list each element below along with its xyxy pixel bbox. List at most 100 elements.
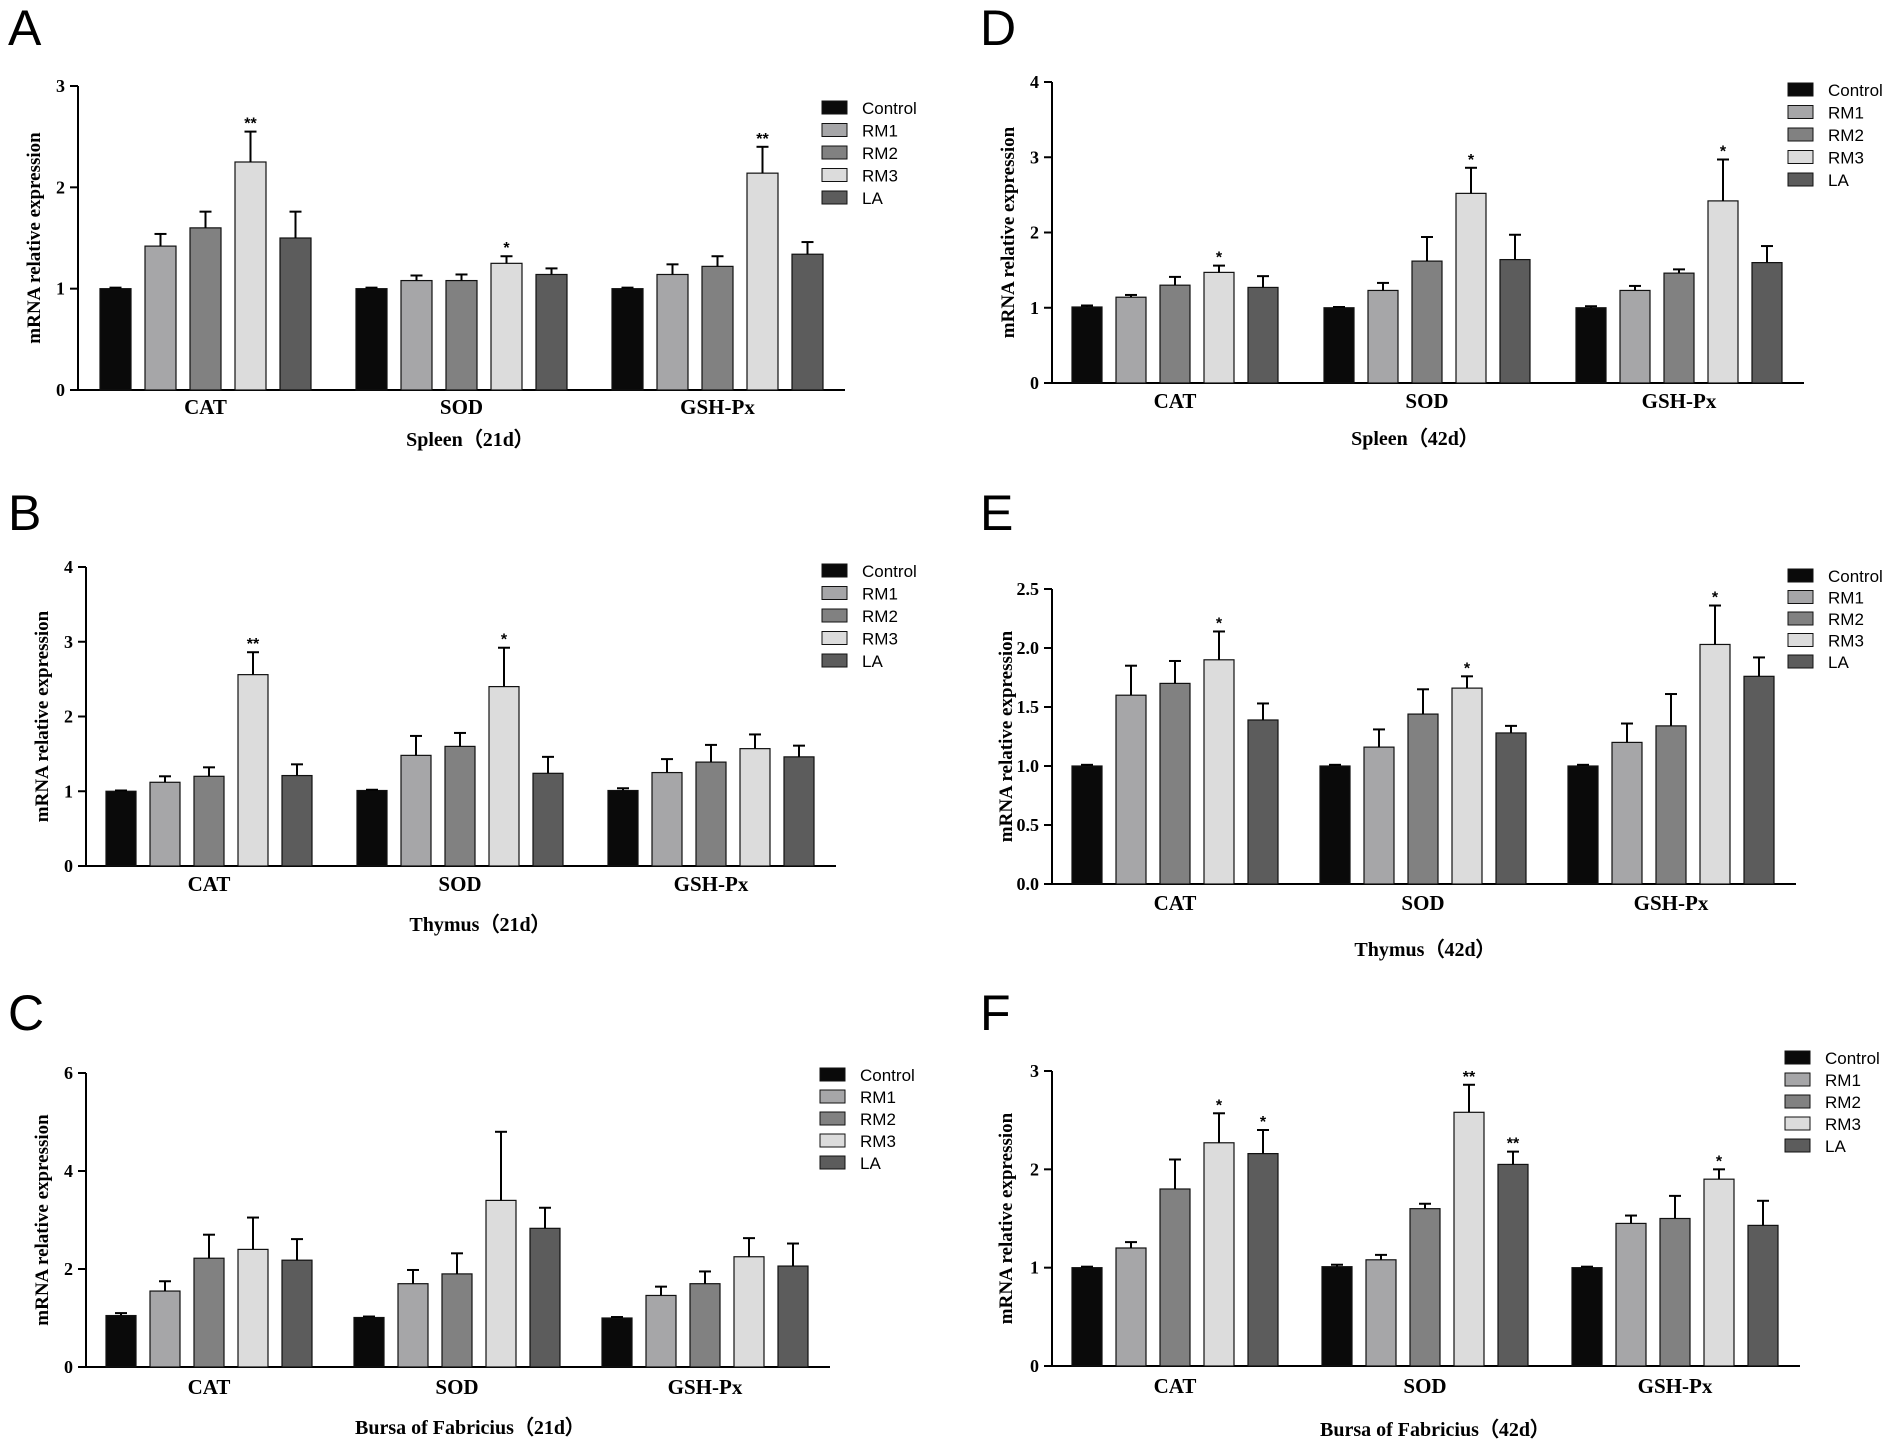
legend-label: Control xyxy=(862,562,917,581)
bar-la-cat xyxy=(1247,719,1279,885)
significance-mark: * xyxy=(503,240,510,257)
bar-rm3-gsh-px xyxy=(1699,643,1731,885)
bar-rm2-gsh-px xyxy=(695,761,727,867)
y-axis-label: mRNA relative expression xyxy=(24,132,45,344)
bar-la-cat xyxy=(279,237,312,391)
y-tick-label: 0 xyxy=(64,856,73,876)
legend-swatch-rm3 xyxy=(1787,150,1814,164)
legend-label: LA xyxy=(1825,1137,1846,1156)
legend-swatch-control xyxy=(1787,82,1814,97)
bar-la-sod xyxy=(535,273,568,391)
bar-rm1-sod xyxy=(1367,289,1399,384)
panel-letter: A xyxy=(8,0,42,56)
legend: Control RM1 RM2 RM3 LA xyxy=(1787,81,1883,190)
legend-swatch-rm2 xyxy=(1784,1094,1811,1109)
bar-rm1-sod xyxy=(400,279,433,391)
bar-control-cat xyxy=(105,790,137,867)
x-axis-label: Bursa of Fabricius（21d） xyxy=(355,1416,585,1439)
legend-swatch-rm3 xyxy=(1787,633,1814,647)
bar-rm1-cat xyxy=(144,245,177,391)
bar-la-gsh-px xyxy=(1743,675,1775,885)
significance-mark: ** xyxy=(247,636,260,653)
bar-la-gsh-px xyxy=(1751,262,1783,384)
bar-rm2-sod xyxy=(1411,260,1443,384)
panel-letter: D xyxy=(980,0,1016,56)
bar-rm3-gsh-px xyxy=(733,1256,765,1368)
x-axis-label: Bursa of Fabricius（42d） xyxy=(1320,1418,1550,1441)
y-tick-label: 4 xyxy=(64,1161,73,1181)
legend-label: Control xyxy=(1825,1049,1880,1068)
legend-label: LA xyxy=(862,189,883,208)
bar-rm1-gsh-px xyxy=(1615,1222,1647,1367)
bar-rm3-gsh-px xyxy=(746,172,779,391)
category-label: CAT xyxy=(1154,1374,1197,1398)
bar-control-sod xyxy=(1319,765,1351,885)
y-tick-label: 1.5 xyxy=(1017,697,1040,717)
bar-rm2-sod xyxy=(1409,1208,1441,1367)
legend-swatch-rm1 xyxy=(821,586,848,600)
bar-la-gsh-px xyxy=(1747,1224,1779,1367)
bar-rm3-sod xyxy=(490,262,523,391)
legend-label: LA xyxy=(1828,653,1849,672)
y-tick-label: 2 xyxy=(64,1259,73,1279)
y-tick-label: 1 xyxy=(56,279,65,299)
legend-label: RM3 xyxy=(862,167,898,186)
bar-control-gsh-px xyxy=(1575,307,1607,384)
bar-rm2-cat xyxy=(189,227,222,391)
panel-letter: F xyxy=(980,985,1011,1041)
bar-rm3-cat xyxy=(237,674,269,867)
bar-rm3-cat xyxy=(1203,271,1235,384)
legend-swatch-control xyxy=(1784,1050,1811,1065)
legend: Control RM1 RM2 RM3 LA xyxy=(821,562,917,671)
bar-control-sod xyxy=(1323,307,1355,384)
legend-label: LA xyxy=(1828,171,1849,190)
significance-mark: * xyxy=(1260,1114,1267,1131)
category-label: GSH-Px xyxy=(680,395,755,419)
bar-rm3-sod xyxy=(1455,192,1487,384)
y-tick-label: 0 xyxy=(1030,1356,1039,1376)
y-tick-label: 1 xyxy=(1030,298,1039,318)
legend-label: RM3 xyxy=(1825,1115,1861,1134)
significance-mark: * xyxy=(1712,590,1719,607)
bar-la-cat xyxy=(281,1259,313,1368)
significance-mark: ** xyxy=(1463,1069,1476,1086)
y-tick-label: 2.0 xyxy=(1017,638,1040,658)
legend-swatch-rm2 xyxy=(1787,127,1814,142)
legend-swatch-control xyxy=(821,563,848,578)
chart-panel-b: B 0 1 2 3 4 mRNA relative expression ** CAT * SOD G… xyxy=(8,485,917,936)
legend-swatch-rm1 xyxy=(819,1089,846,1104)
category-label: SOD xyxy=(435,1375,478,1399)
legend-label: RM3 xyxy=(860,1132,896,1151)
legend-label: RM2 xyxy=(1828,610,1864,629)
y-axis-label: mRNA relative expression xyxy=(32,1114,53,1326)
bar-la-gsh-px xyxy=(777,1265,809,1368)
legend-swatch-control xyxy=(821,100,848,115)
bar-rm3-sod xyxy=(1453,1111,1485,1367)
bar-rm2-gsh-px xyxy=(689,1283,721,1368)
legend-swatch-rm3 xyxy=(1784,1116,1811,1131)
legend: Control RM1 RM2 RM3 LA xyxy=(819,1066,915,1173)
bar-la-sod xyxy=(529,1227,561,1368)
y-tick-label: 2.5 xyxy=(1017,579,1040,599)
legend-label: RM2 xyxy=(862,607,898,626)
bar-rm3-gsh-px xyxy=(739,748,771,867)
legend-swatch-control xyxy=(1787,568,1814,583)
y-tick-label: 0 xyxy=(1030,373,1039,393)
chart-panel-a: A 0 1 2 3 mRNA relative expression ** CAT * SOD **… xyxy=(8,0,917,451)
bar-control-cat xyxy=(1071,765,1103,885)
bar-rm2-gsh-px xyxy=(1663,272,1695,384)
bar-rm1-sod xyxy=(400,754,432,867)
legend: Control RM1 RM2 RM3 LA xyxy=(1784,1049,1880,1156)
bar-rm1-cat xyxy=(149,1290,181,1368)
legend-label: RM1 xyxy=(862,585,898,604)
significance-mark: ** xyxy=(756,131,769,148)
legend-swatch-rm2 xyxy=(819,1111,846,1126)
chart-panel-d: D 0 1 2 3 4 mRNA relative expression * CAT * SOD * G… xyxy=(980,0,1883,450)
legend-label: RM3 xyxy=(1828,149,1864,168)
legend-swatch-control xyxy=(819,1067,846,1082)
y-tick-label: 3 xyxy=(56,76,65,96)
x-axis-label: Thymus（42d） xyxy=(1354,938,1495,961)
bar-rm2-sod xyxy=(1407,713,1439,885)
bar-la-cat xyxy=(1247,286,1279,384)
legend-label: Control xyxy=(860,1066,915,1085)
